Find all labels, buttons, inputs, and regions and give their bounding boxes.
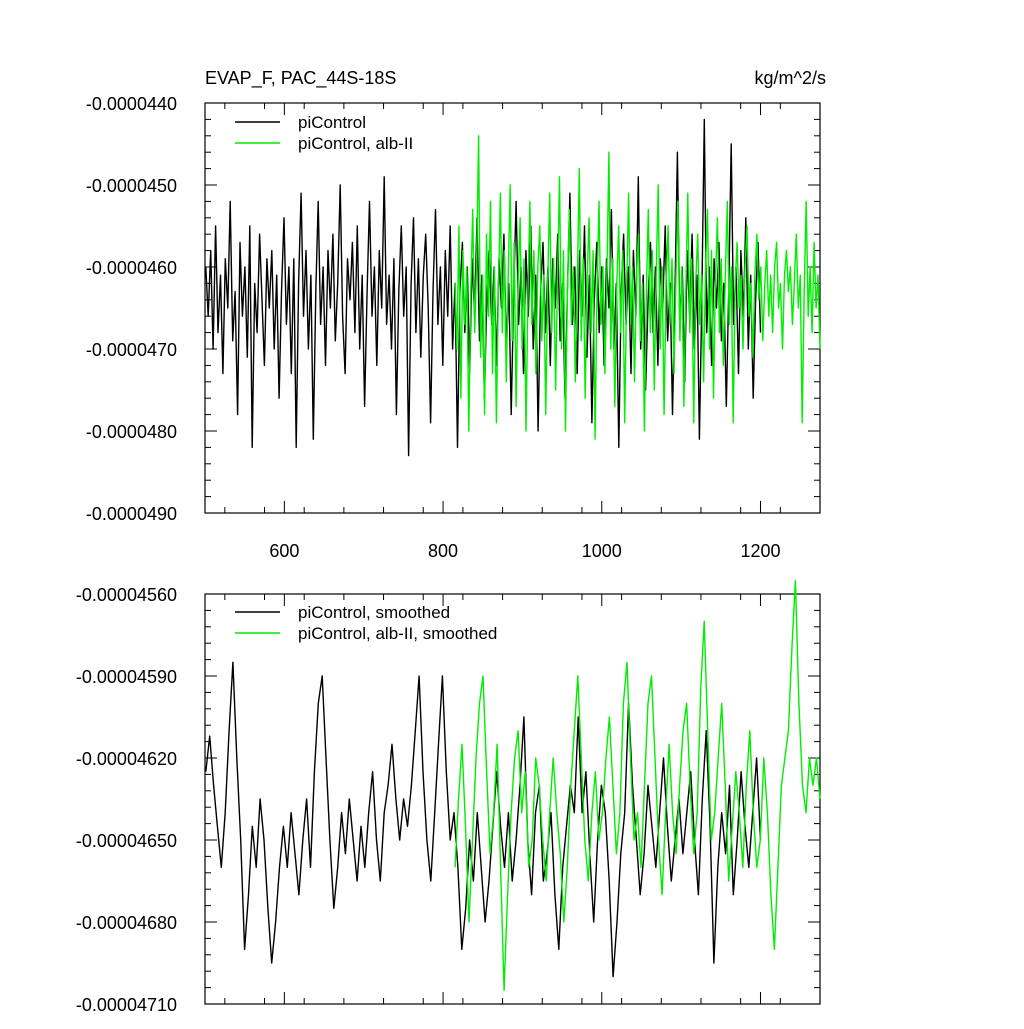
top-axis-ticks: 600 800 1000 1200 -0.0000440 -0.0000450 -0.000… [86, 94, 820, 561]
bottom-axis-ticks: -0.00004560 -0.00004590 -0.00004620 -0.0000… [76, 585, 820, 1015]
legend-label-picontrol: piControl [298, 113, 366, 132]
x-tick-label: 1000 [582, 541, 622, 561]
y-tick-label: -0.0000490 [86, 504, 177, 524]
y-tick-label: -0.0000440 [86, 94, 177, 114]
x-tick-label: 1200 [740, 541, 780, 561]
series-line-picontrol-alb-ii [454, 135, 821, 440]
y-tick-label: -0.00004710 [76, 995, 177, 1015]
series-line-picontrol-alb-ii [454, 579, 821, 991]
legend-label-picontrol-alb-ii-smoothed: piControl, alb-II, smoothed [298, 624, 497, 643]
x-tick-label: 800 [428, 541, 458, 561]
top-plot-frame [204, 102, 821, 514]
y-tick-label: -0.00004560 [76, 585, 177, 605]
y-tick-label: -0.0000460 [86, 258, 177, 278]
y-tick-label: -0.00004590 [76, 667, 177, 687]
bottom-series-lines [205, 579, 821, 991]
y-tick-label: -0.00004680 [76, 913, 177, 933]
y-tick-label: -0.0000450 [86, 176, 177, 196]
series-line-picontrol [205, 661, 762, 978]
y-tick-label: -0.00004620 [76, 749, 177, 769]
legend-label-picontrol-alb-ii: piControl, alb-II [298, 134, 413, 153]
top-panel-units: kg/m^2/s [755, 68, 826, 88]
y-tick-label: -0.0000470 [86, 340, 177, 360]
top-panel-title: EVAP_F, PAC_44S-18S [205, 68, 396, 89]
legend-label-picontrol-smoothed: piControl, smoothed [298, 603, 450, 622]
x-tick-label: 600 [269, 541, 299, 561]
top-series-lines [205, 118, 821, 457]
y-tick-label: -0.00004650 [76, 831, 177, 851]
y-tick-label: -0.0000480 [86, 422, 177, 442]
